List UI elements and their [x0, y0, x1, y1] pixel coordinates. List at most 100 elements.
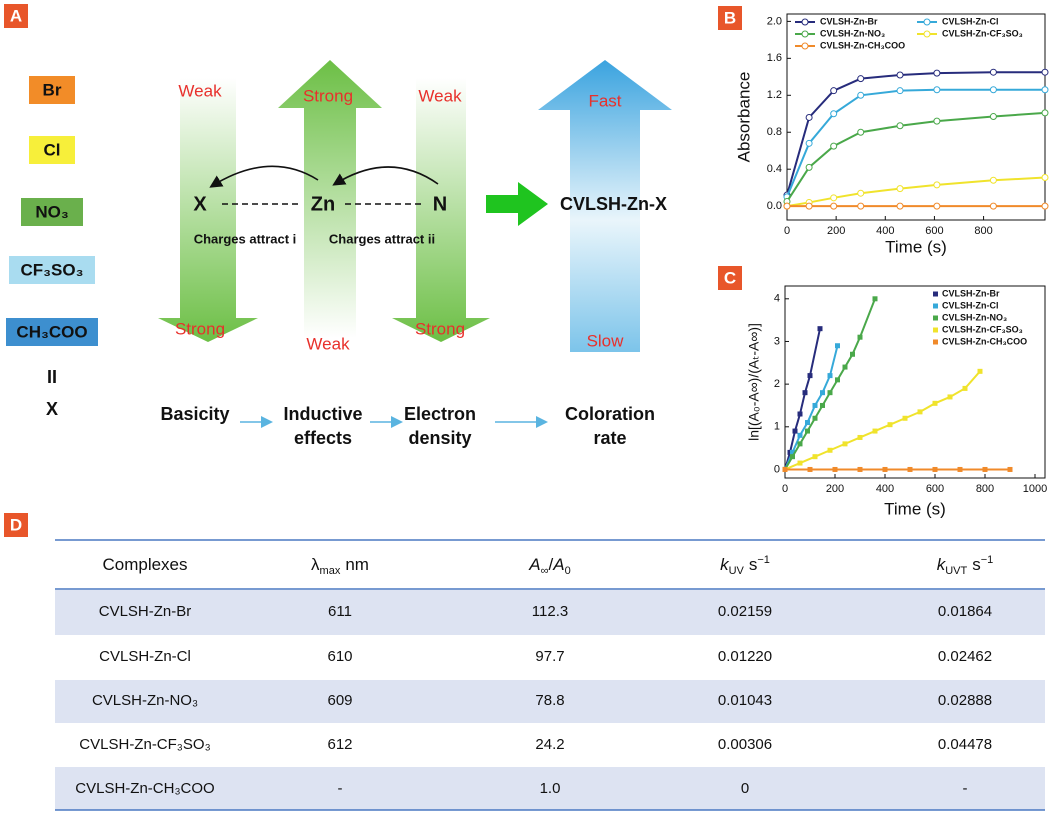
table-cell: 0.02462 — [938, 648, 992, 665]
data-point — [830, 110, 838, 118]
data-point — [962, 385, 968, 391]
data-point — [933, 202, 941, 210]
data-point — [896, 202, 904, 210]
data-point — [832, 466, 838, 472]
data-point — [805, 420, 810, 426]
header-part: k — [937, 555, 947, 574]
data-point — [783, 202, 791, 210]
data-point — [850, 351, 855, 357]
node: Zn — [311, 193, 335, 215]
x-tick-label: 600 — [926, 483, 944, 495]
legend-swatch — [923, 18, 931, 26]
data-point — [907, 466, 913, 472]
x-tick-label: 200 — [826, 483, 844, 495]
row-shade — [55, 767, 1045, 810]
product: CVLSH-Zn-X — [560, 194, 667, 214]
legend-swatch — [933, 303, 938, 309]
table-cell: CVLSH-Zn-CF₃SO₃ — [79, 736, 210, 753]
strength-label: Strong — [303, 86, 353, 105]
x-tick-label: 1000 — [1023, 483, 1047, 495]
data-point — [820, 402, 825, 408]
data-point — [835, 377, 840, 383]
data-point — [1041, 174, 1049, 182]
header-part: UVT — [945, 565, 967, 577]
table-cell: 0.01864 — [938, 603, 992, 620]
data-point — [857, 75, 865, 83]
data-point — [807, 466, 813, 472]
header-part: nm — [345, 555, 369, 574]
header-part: k — [720, 555, 730, 574]
data-point — [827, 447, 833, 453]
big-arrow — [486, 182, 548, 226]
anion-box — [29, 136, 75, 164]
table-cell: 78.8 — [535, 692, 564, 709]
y-tick-label: 0.8 — [767, 126, 782, 138]
data-point — [989, 202, 997, 210]
data-point — [1007, 466, 1013, 472]
legend-label: CVLSH-Zn-NO₃ — [942, 312, 1007, 322]
legend-swatch — [801, 42, 809, 50]
table-cell: 0.01043 — [718, 692, 772, 709]
data-point — [782, 466, 788, 472]
data-point — [857, 91, 865, 99]
column-header: kUVT s−1 — [937, 554, 994, 577]
data-point — [989, 68, 997, 76]
data-point — [932, 400, 938, 406]
header-part: 0 — [565, 565, 571, 577]
y-tick-label: 1.6 — [767, 52, 782, 64]
data-point — [805, 428, 810, 434]
data-point — [797, 411, 803, 417]
legend-label: CVLSH-Zn-Br — [942, 288, 1000, 298]
variable: X — [46, 399, 58, 419]
data-point — [827, 373, 833, 379]
data-point — [812, 415, 818, 421]
anion-label: CH₃COO — [16, 322, 87, 341]
flow-label: Coloration rate — [565, 404, 655, 448]
data-point — [842, 441, 848, 447]
legend-label: CVLSH-Zn-Cl — [942, 16, 999, 26]
header-part: max — [320, 565, 341, 577]
panel-label: B — [724, 8, 736, 27]
data-point — [797, 460, 803, 466]
anion-label: NO₃ — [35, 202, 68, 221]
y-tick-label: 1.2 — [767, 89, 782, 101]
y-tick-label: 0 — [774, 463, 780, 475]
flow-label: Inductive effects — [283, 404, 363, 448]
node: X — [193, 193, 207, 215]
legend-swatch — [933, 339, 938, 345]
legend-label: CVLSH-Zn-CH₃COO — [942, 336, 1027, 346]
data-point — [797, 441, 803, 447]
legend-swatch — [801, 18, 809, 26]
legend-swatch — [933, 291, 938, 297]
series-line — [786, 71, 1045, 196]
header-part: s — [749, 555, 758, 574]
legend-swatch — [933, 327, 938, 333]
data-point — [805, 113, 813, 121]
down-arrow — [392, 78, 490, 342]
series-line — [786, 176, 1046, 208]
panel-badge — [4, 4, 28, 28]
legend-label: CVLSH-Zn-CH₃COO — [820, 40, 905, 50]
column-header: λmax nm — [311, 555, 369, 576]
column-header: kUV s−1 — [720, 554, 770, 577]
table-cell: CVLSH-Zn-Br — [99, 603, 192, 620]
strength-label: Weak — [418, 86, 462, 105]
data-point — [872, 296, 878, 302]
header-part: λ — [311, 555, 320, 574]
data-point — [1041, 86, 1049, 94]
strength-label: Weak — [306, 334, 350, 353]
x-tick-label: 0 — [782, 483, 788, 495]
data-point — [1041, 109, 1049, 117]
table-cell: 112.3 — [532, 603, 568, 620]
header-part: / — [548, 555, 553, 574]
data-point — [812, 454, 818, 460]
panel-badge — [718, 266, 742, 290]
data-point — [790, 449, 795, 455]
node: N — [433, 193, 447, 215]
attraction-label: Charges attract i — [194, 231, 297, 246]
data-point — [857, 202, 865, 210]
strength-label: Strong — [175, 319, 225, 338]
data-point — [989, 113, 997, 121]
